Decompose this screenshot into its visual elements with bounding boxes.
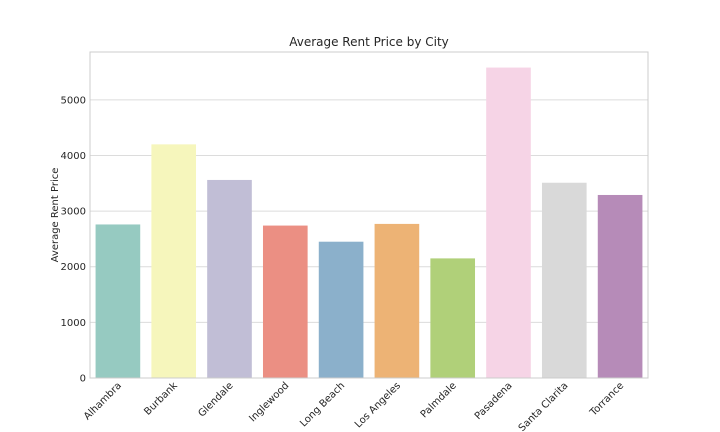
chart-title: Average Rent Price by City [289,35,449,49]
y-tick-label: 2000 [61,262,86,273]
x-tick-label: Long Beach [298,380,347,429]
y-tick-label: 3000 [61,207,86,218]
bar-glendale [207,179,252,378]
y-tick-label: 5000 [61,95,86,106]
x-tick-label: Inglewood [247,380,291,424]
x-tick-label: Pasadena [473,380,515,422]
bar-torrance [597,194,643,378]
x-tick-label: Burbank [142,380,180,418]
bars [95,67,643,379]
bar-inglewood [262,225,308,378]
x-tick-label: Alhambra [82,380,124,422]
bar-santa-clarita [541,182,587,378]
x-tick-label: Santa Clarita [517,380,571,432]
bar-alhambra [95,224,141,378]
bar-long-beach [318,241,364,378]
x-tick-label: Torrance [588,380,627,419]
y-axis-ticks: 0 1000 2000 3000 4000 5000 [61,95,86,384]
x-tick-label: Glendale [196,380,235,419]
bar-los-angeles [374,223,420,378]
plot-frame [89,51,649,379]
bar-burbank [151,144,197,378]
y-tick-label: 4000 [61,151,86,162]
bar-palmdale [430,258,476,378]
y-axis-label: Average Rent Price [50,168,61,263]
x-tick-label: Los Angeles [353,380,403,430]
y-tick-label: 0 [80,374,86,385]
y-tick-label: 1000 [61,318,86,329]
x-tick-label: Palmdale [419,380,459,420]
x-axis-ticks: Alhambra Burbank Glendale Inglewood Long Bea… [82,380,626,432]
bar-pasadena [486,67,531,379]
